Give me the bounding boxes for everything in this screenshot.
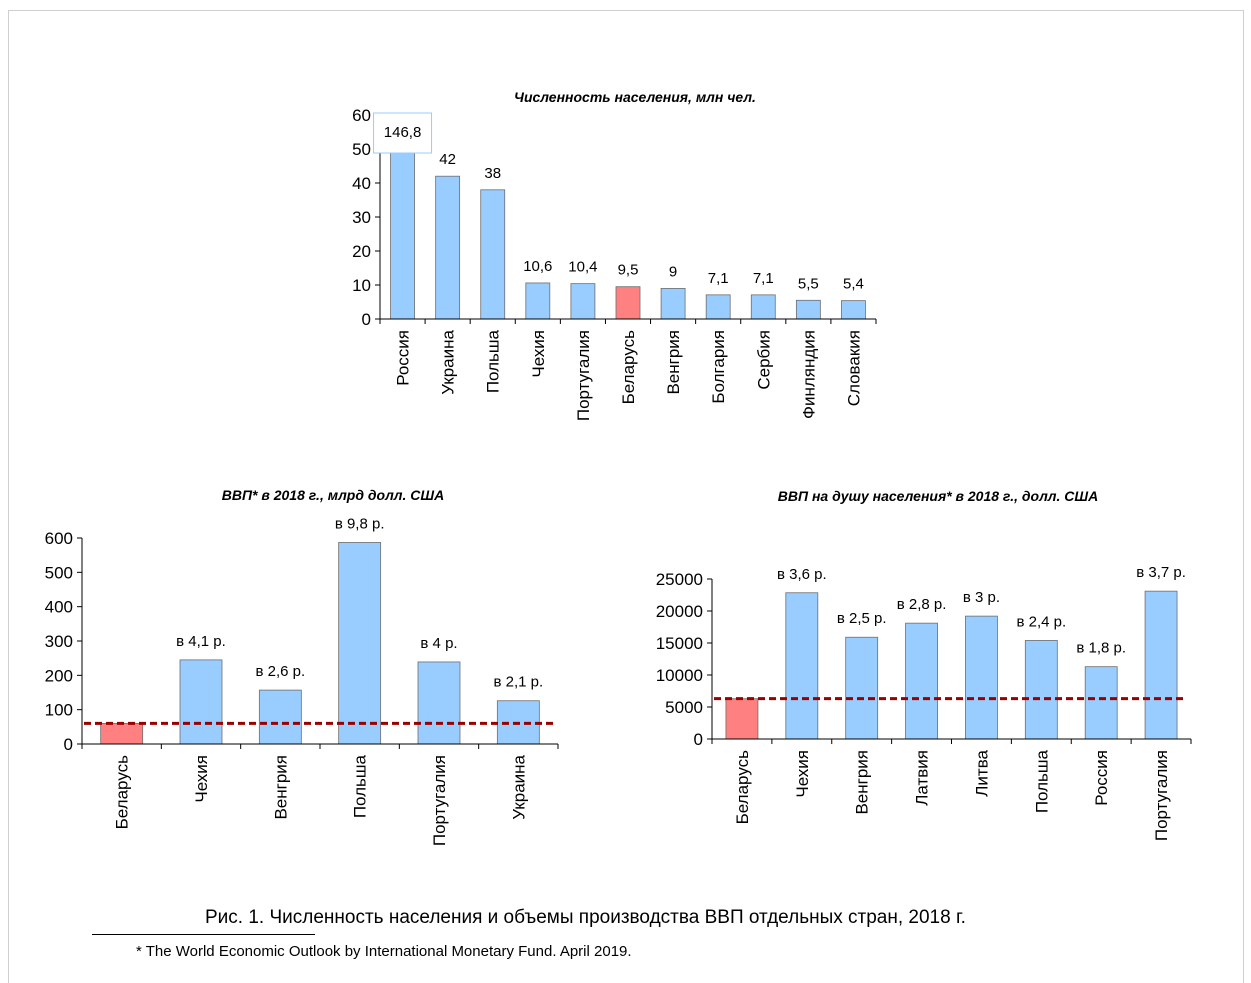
figure-frame: [8, 10, 1244, 983]
category-label: Беларусь: [619, 330, 638, 404]
chart-title: ВВП на душу населения* в 2018 г., долл. …: [778, 488, 1098, 504]
category-label: Португалия: [1152, 750, 1171, 841]
bar-2: [785, 592, 819, 740]
category-label: Венгрия: [853, 750, 872, 815]
bar-9: [750, 294, 776, 320]
bar-8: [1144, 590, 1178, 740]
y-tick-label: 100: [45, 701, 73, 720]
bar-4: [525, 282, 551, 320]
data-label: в 2,4 р.: [1016, 613, 1066, 630]
category-label: Польша: [1032, 749, 1051, 813]
bar-6: [615, 286, 641, 320]
category-label: Латвия: [913, 750, 932, 806]
data-label: 9: [669, 263, 677, 280]
data-label: 5,4: [843, 276, 864, 293]
data-label: 7,1: [753, 270, 774, 287]
category-label: Россия: [1092, 750, 1111, 806]
data-label: 5,5: [798, 275, 819, 292]
chart-title: Численность населения, млн чел.: [514, 89, 756, 105]
y-tick-label: 5000: [665, 698, 703, 717]
bar-3: [845, 636, 879, 740]
chart-title: ВВП* в 2018 г., млрд долл. США: [222, 487, 444, 503]
y-tick-label: 400: [45, 598, 73, 617]
y-tick-label: 40: [352, 174, 371, 193]
category-label: Словакия: [844, 330, 863, 406]
bar-6: [1024, 640, 1058, 740]
data-label: в 4 р.: [420, 635, 457, 652]
bar-7: [660, 287, 686, 320]
y-tick-label: 60: [352, 106, 371, 125]
category-label: Португалия: [574, 330, 593, 421]
data-label: в 9,8 р.: [335, 515, 385, 532]
data-label: в 1,8 р.: [1076, 640, 1126, 657]
bar-8: [705, 294, 731, 320]
data-label: 10,4: [568, 259, 597, 276]
y-tick-label: 0: [362, 310, 371, 329]
category-label: Украина: [439, 329, 458, 394]
data-label: в 2,5 р.: [837, 610, 887, 627]
category-label: Венгрия: [271, 755, 290, 820]
category-label: Чехия: [529, 330, 548, 378]
data-label: в 3,7 р.: [1136, 564, 1186, 581]
y-tick-label: 20000: [656, 602, 703, 621]
footnote: * The World Economic Outlook by Internat…: [136, 943, 632, 960]
data-label: в 2,1 р.: [493, 674, 543, 691]
y-tick-label: 10: [352, 276, 371, 295]
data-label: в 2,8 р.: [897, 596, 947, 613]
data-label-box: [373, 112, 433, 154]
data-label: 9,5: [618, 262, 639, 279]
y-tick-label: 500: [45, 563, 73, 582]
category-label: Чехия: [192, 755, 211, 803]
category-label: Сербия: [754, 330, 773, 390]
data-label: в 3 р.: [963, 589, 1000, 606]
data-label: 42: [439, 151, 456, 168]
category-label: Украина: [509, 754, 528, 819]
y-tick-label: 20: [352, 242, 371, 261]
category-label: Польша: [484, 329, 503, 393]
bar-4: [338, 542, 382, 745]
category-label: Чехия: [793, 750, 812, 798]
bar-1: [725, 698, 759, 740]
category-label: Польша: [351, 754, 370, 818]
category-label: Болгария: [709, 330, 728, 404]
category-label: Литва: [972, 749, 991, 796]
category-label: Венгрия: [664, 330, 683, 395]
category-label: Россия: [394, 330, 413, 386]
y-tick-label: 0: [64, 735, 73, 754]
y-tick-label: 25000: [656, 570, 703, 589]
bar-3: [258, 689, 302, 745]
y-tick-label: 300: [45, 632, 73, 651]
footnote-separator: [92, 934, 315, 935]
data-label: в 2,6 р.: [255, 663, 305, 680]
y-tick-label: 30: [352, 208, 371, 227]
y-tick-label: 200: [45, 666, 73, 685]
bar-5: [965, 615, 998, 740]
bar-4: [905, 622, 938, 740]
y-tick-label: 10000: [656, 666, 703, 685]
data-label: 146,8: [384, 124, 422, 141]
category-label: Беларусь: [113, 755, 132, 829]
y-tick-label: 15000: [656, 634, 703, 653]
figure-caption: Рис. 1. Численность населения и объемы п…: [205, 907, 966, 928]
category-label: Португалия: [430, 755, 449, 846]
data-label: в 4,1 р.: [176, 633, 226, 650]
category-label: Финляндия: [799, 330, 818, 419]
data-label: 7,1: [708, 270, 729, 287]
bar-7: [1084, 666, 1118, 740]
y-tick-label: 0: [694, 730, 703, 749]
bar-2: [179, 659, 223, 745]
y-tick-label: 600: [45, 529, 73, 548]
y-tick-label: 50: [352, 140, 371, 159]
data-label: 10,6: [523, 258, 552, 275]
bar-3: [480, 189, 506, 320]
data-label: в 3,6 р.: [777, 566, 827, 583]
data-label: 38: [484, 165, 501, 182]
category-label: Беларусь: [733, 750, 752, 824]
